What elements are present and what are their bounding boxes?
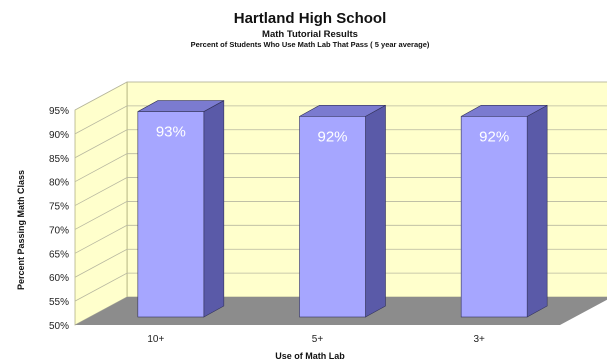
data-label: 93% bbox=[156, 124, 186, 141]
gridline bbox=[74, 81, 607, 111]
x-axis-label: Use of Math Lab bbox=[275, 351, 345, 361]
data-label: 92% bbox=[479, 128, 509, 145]
y-tick-label: 75% bbox=[49, 202, 69, 213]
y-tick-label: 90% bbox=[49, 130, 69, 141]
y-tick-label: 60% bbox=[49, 273, 69, 284]
chart-title: Hartland High School bbox=[234, 10, 387, 27]
x-tick-label: 3+ bbox=[473, 334, 485, 345]
y-tick-label: 50% bbox=[49, 321, 69, 332]
y-axis-ticks: 50% 55% 60% 65% 70% 75% 80% 85% 90% 95% bbox=[49, 106, 69, 332]
bar-5+: 92% bbox=[299, 104, 386, 318]
y-tick-label: 55% bbox=[49, 297, 69, 308]
plot-area: 50% 55% 60% 65% 70% 75% 80% 85% 90% 95% 93% 92% 92%… bbox=[49, 81, 607, 345]
data-label: 92% bbox=[317, 128, 347, 145]
bar-3+: 92% bbox=[460, 104, 548, 318]
bar bbox=[460, 116, 528, 318]
gridline bbox=[74, 201, 607, 230]
y-tick-label: 85% bbox=[49, 154, 69, 165]
x-tick-label: 5+ bbox=[312, 334, 324, 345]
gridline bbox=[74, 177, 607, 206]
x-axis-ticks: 10+ 5+ 3+ bbox=[147, 334, 485, 345]
bar bbox=[137, 111, 205, 318]
bar-side bbox=[365, 104, 386, 318]
y-tick-label: 70% bbox=[49, 225, 69, 236]
chart-subtitle-2: Percent of Students Who Use Math Lab Tha… bbox=[191, 40, 430, 49]
gridline bbox=[74, 105, 607, 135]
chart-subtitle: Math Tutorial Results bbox=[262, 29, 358, 40]
gridline bbox=[74, 272, 607, 302]
left-wall bbox=[74, 81, 128, 326]
bar-side bbox=[526, 104, 548, 318]
bar-side bbox=[203, 100, 225, 318]
y-tick-label: 65% bbox=[49, 249, 69, 260]
y-tick-label: 80% bbox=[49, 178, 69, 189]
bar bbox=[299, 116, 366, 318]
y-tick-label: 95% bbox=[49, 106, 69, 117]
gridline bbox=[74, 248, 607, 278]
bars: 93% 92% 92% bbox=[137, 100, 548, 318]
gridline bbox=[74, 224, 607, 254]
gridline bbox=[74, 153, 607, 183]
x-tick-label: 10+ bbox=[147, 334, 164, 345]
gridline bbox=[74, 129, 607, 159]
bar-10+: 93% bbox=[137, 100, 225, 318]
y-axis-label: Percent Passing Math Class bbox=[16, 170, 26, 290]
